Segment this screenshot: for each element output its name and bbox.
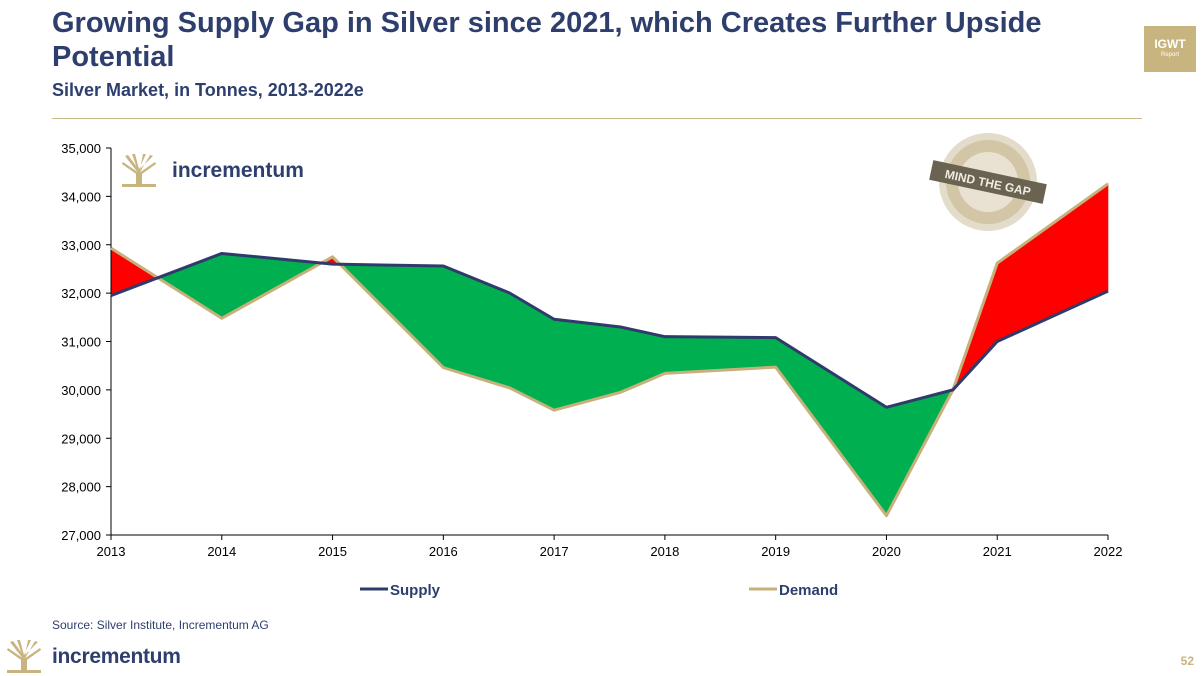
chart-legend: Supply Demand bbox=[360, 582, 838, 599]
y-tick-label: 30,000 bbox=[61, 383, 101, 398]
surplus-area bbox=[553, 318, 621, 411]
x-tick-label: 2015 bbox=[318, 544, 347, 559]
x-tick-label: 2014 bbox=[207, 544, 236, 559]
footer-logo: incrementum bbox=[6, 640, 181, 674]
igwt-badge: IGWT Report bbox=[1144, 26, 1196, 72]
mind-the-gap-stamp: MIND THE GAP bbox=[929, 133, 1047, 231]
x-tick-label: 2019 bbox=[761, 544, 790, 559]
footer-brand: incrementum bbox=[52, 645, 181, 668]
header-divider bbox=[52, 118, 1142, 119]
x-tick-label: 2016 bbox=[429, 544, 458, 559]
series-lines bbox=[110, 182, 1109, 518]
x-tick-label: 2021 bbox=[983, 544, 1012, 559]
y-tick-label: 33,000 bbox=[61, 238, 101, 253]
surplus-area bbox=[775, 337, 887, 517]
chart-axes bbox=[106, 147, 1109, 540]
x-tick-label: 2017 bbox=[540, 544, 569, 559]
page-number: 52 bbox=[1180, 654, 1194, 668]
supply-line bbox=[110, 251, 1109, 409]
y-tick-label: 28,000 bbox=[61, 480, 101, 495]
surplus-area bbox=[157, 253, 223, 319]
badge-title: IGWT bbox=[1154, 37, 1186, 51]
legend-demand-label: Demand bbox=[779, 582, 838, 599]
chart-logo-text: incrementum bbox=[172, 159, 304, 182]
y-tick-label: 27,000 bbox=[61, 528, 101, 543]
source-note: Source: Silver Institute, Incrementum AG bbox=[52, 618, 269, 632]
y-tick-label: 31,000 bbox=[61, 335, 101, 350]
x-tick-label: 2020 bbox=[872, 544, 901, 559]
page-subtitle: Silver Market, in Tonnes, 2013-2022e bbox=[52, 80, 364, 100]
axis-tick-labels: 27,000 28,000 29,000 30,000 31,000 32,000 33,0… bbox=[61, 141, 1122, 559]
page-title: Growing Supply Gap in Silver since 2021,… bbox=[52, 7, 1042, 73]
chart-logo: incrementum bbox=[122, 154, 304, 187]
tree-logo-icon bbox=[122, 154, 156, 187]
legend-supply-label: Supply bbox=[390, 582, 441, 599]
y-tick-label: 34,000 bbox=[61, 189, 101, 204]
tree-logo-icon bbox=[7, 640, 41, 673]
x-tick-label: 2022 bbox=[1094, 544, 1123, 559]
y-tick-label: 29,000 bbox=[61, 431, 101, 446]
y-tick-label: 35,000 bbox=[61, 141, 101, 156]
silver-market-chart: incrementum MIND THE GAP 27,000 28,000 29,… bbox=[61, 133, 1122, 599]
x-tick-label: 2018 bbox=[650, 544, 679, 559]
badge-subtitle: Report bbox=[1160, 52, 1179, 58]
gap-areas bbox=[110, 183, 1109, 517]
x-tick-label: 2013 bbox=[97, 544, 126, 559]
y-tick-label: 32,000 bbox=[61, 286, 101, 301]
